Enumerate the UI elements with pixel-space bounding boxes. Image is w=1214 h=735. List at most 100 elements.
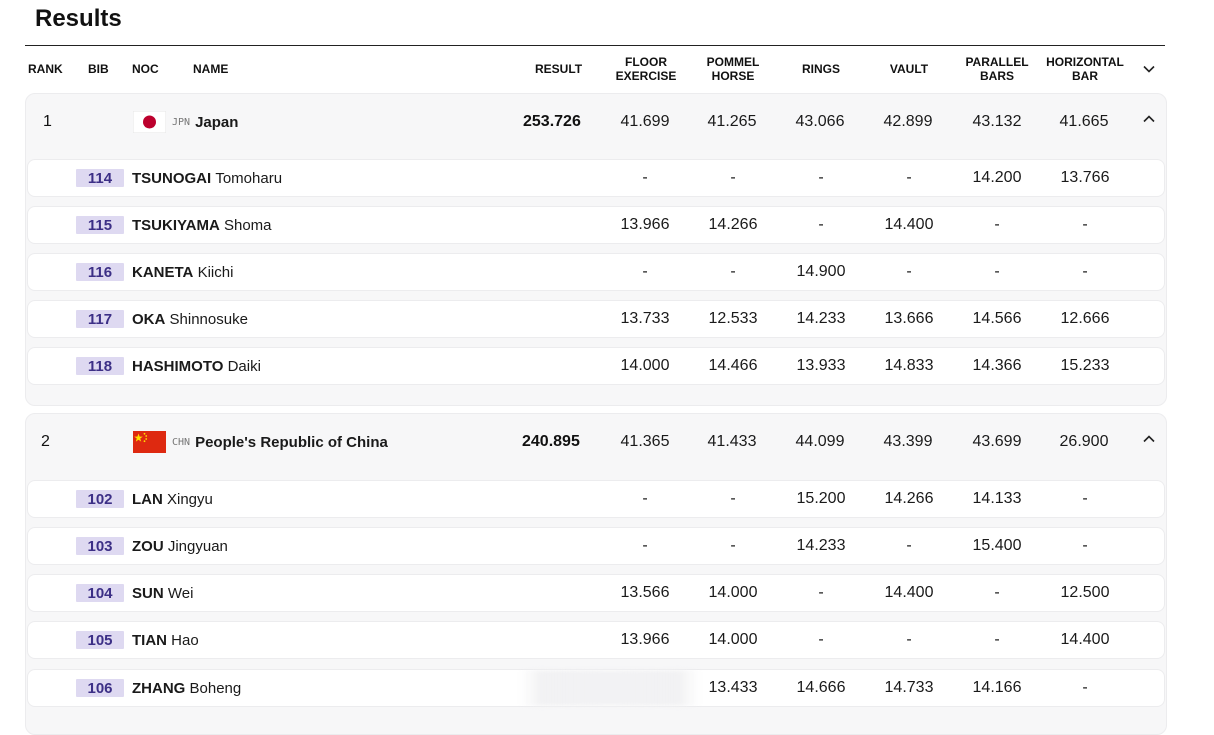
score-vault: 14.400 — [884, 216, 934, 233]
athlete-row[interactable]: 117 OKA Shinnosuke 13.733 12.533 14.233 … — [27, 300, 1165, 338]
score-vault: 13.666 — [884, 310, 934, 327]
athlete-last-name: ZHANG — [132, 679, 186, 697]
col-horizontal-line1: HORIZONTAL — [1046, 55, 1124, 69]
athlete-first-name: Jingyuan — [167, 537, 228, 555]
score-pommel: - — [730, 263, 736, 280]
athlete-name: TSUNOGAI Tomoharu — [132, 160, 282, 196]
athlete-first-name: Kiichi — [197, 263, 234, 281]
col-parallel-line2: BARS — [979, 69, 1014, 83]
score-horizontal: - — [1082, 216, 1088, 233]
score-rings: 14.666 — [796, 679, 846, 696]
score-parallel: 15.400 — [972, 537, 1022, 554]
score-parallel: 14.200 — [972, 169, 1022, 186]
score-floor: 13.966 — [620, 631, 670, 648]
athlete-first-name: Xingyu — [167, 490, 213, 508]
team-score-horizontal: 26.900 — [1059, 433, 1109, 450]
team-rank: 2 — [41, 433, 50, 450]
score-floor: - — [642, 490, 648, 507]
score-horizontal: - — [1082, 490, 1088, 507]
china-flag-icon — [133, 431, 166, 453]
score-vault: 14.833 — [884, 357, 934, 374]
score-parallel: - — [994, 216, 1000, 233]
score-rings: 14.233 — [796, 537, 846, 554]
score-pommel: - — [730, 169, 736, 186]
team-summary-row[interactable]: 2 CHN People's Republic of China 240.895… — [26, 414, 1166, 470]
score-parallel: 14.133 — [972, 490, 1022, 507]
athlete-first-name: Wei — [167, 584, 194, 602]
country-name: Japan — [195, 113, 239, 131]
score-floor: 13.566 — [620, 584, 670, 601]
score-floor: 13.966 — [620, 216, 670, 233]
score-vault: - — [906, 537, 912, 554]
athlete-first-name: Daiki — [227, 357, 261, 375]
col-name-header: NAME — [193, 62, 229, 76]
athlete-row[interactable]: 105 TIAN Hao 13.966 14.000 - - - 14.400 — [27, 621, 1165, 659]
athlete-row[interactable]: 103 ZOU Jingyuan - - 14.233 - 15.400 - — [27, 527, 1165, 565]
score-horizontal: - — [1082, 679, 1088, 696]
col-horizontal-header: HORIZONTAL BAR — [1040, 47, 1130, 91]
athlete-bib: 116 — [76, 263, 124, 281]
athlete-row[interactable]: 118 HASHIMOTO Daiki 14.000 14.466 13.933… — [27, 347, 1165, 385]
score-pommel: 14.266 — [708, 216, 758, 233]
score-parallel: 14.566 — [972, 310, 1022, 327]
team-summary-row[interactable]: 1 JPN Japan 253.726 41.699 41.265 43.066… — [26, 94, 1166, 150]
team-result: 240.895 — [522, 433, 580, 450]
athlete-row[interactable]: 116 KANETA Kiichi - - 14.900 - - - — [27, 253, 1165, 291]
col-vault-header: VAULT — [889, 62, 929, 76]
score-floor: - — [642, 263, 648, 280]
team-card-china: 2 CHN People's Republic of China 240.895… — [25, 413, 1167, 735]
athlete-last-name: OKA — [132, 310, 166, 328]
table-header: RANK BIB NOC NAME RESULT FLOOR EXERCISE … — [0, 47, 1214, 91]
athlete-first-name: Shinnosuke — [169, 310, 248, 328]
athlete-row[interactable]: 115 TSUKIYAMA Shoma 13.966 14.266 - 14.4… — [27, 206, 1165, 244]
score-rings: - — [818, 169, 824, 186]
chevron-up-icon — [1143, 115, 1155, 123]
col-bib-header: BIB — [88, 62, 109, 76]
athlete-bib: 106 — [76, 679, 124, 697]
score-rings: 13.933 — [796, 357, 846, 374]
col-pommel-header: POMMEL HORSE — [693, 47, 773, 91]
score-floor: - — [642, 537, 648, 554]
score-horizontal: 12.666 — [1060, 310, 1110, 327]
score-vault: 14.400 — [884, 584, 934, 601]
score-pommel: - — [730, 490, 736, 507]
score-horizontal: 12.500 — [1060, 584, 1110, 601]
score-vault: 14.733 — [884, 679, 934, 696]
athlete-bib: 104 — [76, 584, 124, 602]
col-rank-header: RANK — [28, 62, 63, 76]
athlete-first-name: Tomoharu — [215, 169, 283, 187]
athlete-last-name: KANETA — [132, 263, 194, 281]
athlete-name: LAN Xingyu — [132, 481, 213, 517]
expand-all-button[interactable] — [1141, 61, 1157, 77]
team-score-floor: 41.365 — [620, 433, 670, 450]
collapse-team-button[interactable] — [1138, 428, 1160, 450]
chevron-down-icon — [1143, 65, 1155, 73]
score-rings: 14.900 — [796, 263, 846, 280]
team-score-pommel: 41.433 — [707, 433, 757, 450]
athlete-row[interactable]: 102 LAN Xingyu - - 15.200 14.266 14.133 … — [27, 480, 1165, 518]
team-score-floor: 41.699 — [620, 113, 670, 130]
athlete-bib: 103 — [76, 537, 124, 555]
score-floor: - — [642, 169, 648, 186]
team-score-parallel: 43.699 — [972, 433, 1022, 450]
collapse-team-button[interactable] — [1138, 108, 1160, 130]
athlete-name: KANETA Kiichi — [132, 254, 233, 290]
athlete-last-name: ZOU — [132, 537, 164, 555]
col-floor-line1: FLOOR — [625, 55, 667, 69]
blurred-overlay — [520, 670, 700, 706]
team-score-parallel: 43.132 — [972, 113, 1022, 130]
athlete-row[interactable]: 104 SUN Wei 13.566 14.000 - 14.400 - 12.… — [27, 574, 1165, 612]
athlete-name: TIAN Hao — [132, 622, 199, 658]
team-result: 253.726 — [523, 113, 581, 130]
score-floor: 14.000 — [620, 357, 670, 374]
athlete-name: ZHANG Boheng — [132, 670, 241, 706]
score-pommel: - — [730, 537, 736, 554]
athlete-first-name: Shoma — [223, 216, 272, 234]
score-vault: - — [906, 263, 912, 280]
team-score-rings: 43.066 — [795, 113, 845, 130]
col-parallel-line1: PARALLEL — [965, 55, 1029, 69]
athlete-first-name: Hao — [171, 631, 199, 649]
team-card-japan: 1 JPN Japan 253.726 41.699 41.265 43.066… — [25, 93, 1167, 406]
athlete-row[interactable]: 114 TSUNOGAI Tomoharu - - - - 14.200 13.… — [27, 159, 1165, 197]
score-parallel: 14.366 — [972, 357, 1022, 374]
